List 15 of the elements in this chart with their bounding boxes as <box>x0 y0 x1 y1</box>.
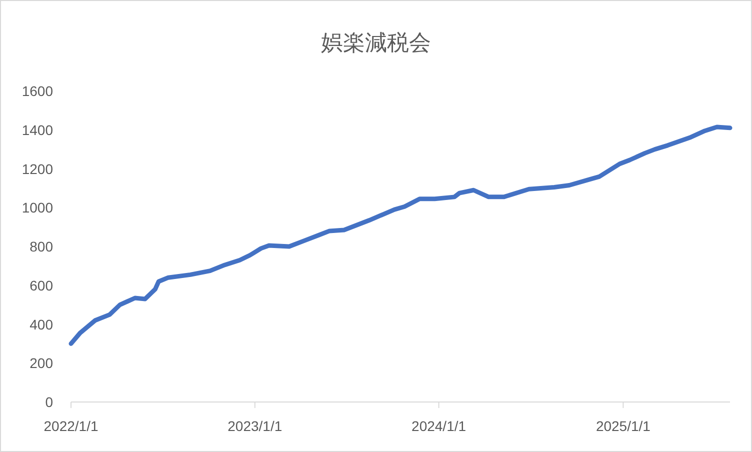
y-tick-label: 1600 <box>22 83 54 99</box>
y-tick-label: 800 <box>30 238 54 254</box>
line-series <box>68 124 732 346</box>
x-tick-label: 2022/1/1 <box>44 418 98 434</box>
y-tick-label: 0 <box>45 394 54 410</box>
y-tick-label: 1400 <box>22 122 54 138</box>
y-tick-label: 1200 <box>22 160 54 177</box>
chart-title: 娯楽減税会 <box>321 30 431 55</box>
y-tick-label: 600 <box>30 277 54 294</box>
y-tick-label: 200 <box>30 355 54 372</box>
y-tick-label: 400 <box>30 316 54 332</box>
y-tick-label: 1000 <box>22 200 54 216</box>
x-tick-label: 2023/1/1 <box>228 418 282 434</box>
x-tick-label: 2025/1/1 <box>596 418 651 434</box>
x-tick-label: 2024/1/1 <box>412 418 466 434</box>
